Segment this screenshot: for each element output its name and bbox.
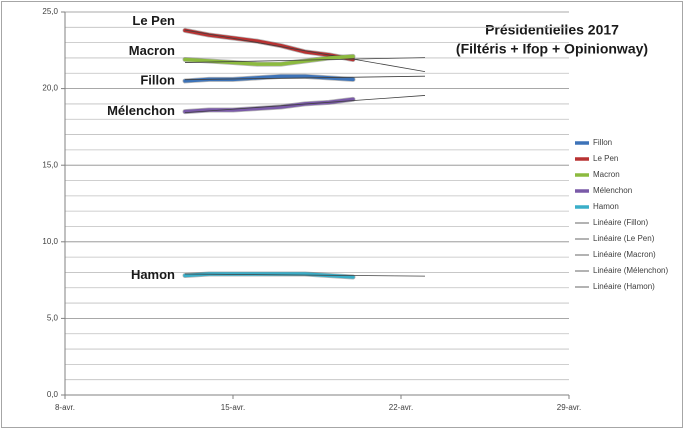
trend-line <box>184 75 426 81</box>
legend-label: Linéaire (Le Pen) <box>593 234 655 243</box>
series-label: Mélenchon <box>107 103 175 118</box>
y-tick-label: 20,0 <box>42 84 58 93</box>
legend-label: Linéaire (Fillon) <box>593 218 648 227</box>
legend-label: Mélenchon <box>593 186 632 195</box>
chart-subtitle: (Filtéris + Ifop + Opinionway) <box>456 41 648 57</box>
series-label: Macron <box>129 43 175 58</box>
legend-label: Hamon <box>593 202 619 211</box>
legend-label: Macron <box>593 170 620 179</box>
series-label: Fillon <box>140 72 175 87</box>
series-label: Le Pen <box>132 13 175 28</box>
y-tick-label: 10,0 <box>42 237 58 246</box>
x-tick-label: 22-avr. <box>389 403 413 412</box>
legend-label: Linéaire (Mélenchon) <box>593 266 668 275</box>
trend-line <box>184 29 426 72</box>
y-tick-label: 5,0 <box>47 314 59 323</box>
series-line <box>183 54 355 66</box>
x-tick-label: 29-avr. <box>557 403 581 412</box>
trend-line <box>184 95 426 114</box>
legend-label: Linéaire (Macron) <box>593 250 656 259</box>
series-label: Hamon <box>131 267 175 282</box>
x-tick-label: 8-avr. <box>55 403 75 412</box>
trend-line <box>184 57 426 63</box>
y-tick-label: 25,0 <box>42 7 58 16</box>
y-tick-label: 0,0 <box>47 390 59 399</box>
chart-title: Présidentielles 2017 <box>485 22 619 38</box>
legend-label: Le Pen <box>593 154 618 163</box>
legend-label: Linéaire (Hamon) <box>593 282 655 291</box>
legend-label: Fillon <box>593 138 612 147</box>
trend-line <box>184 273 426 277</box>
x-tick-label: 15-avr. <box>221 403 245 412</box>
y-tick-label: 15,0 <box>42 160 58 169</box>
